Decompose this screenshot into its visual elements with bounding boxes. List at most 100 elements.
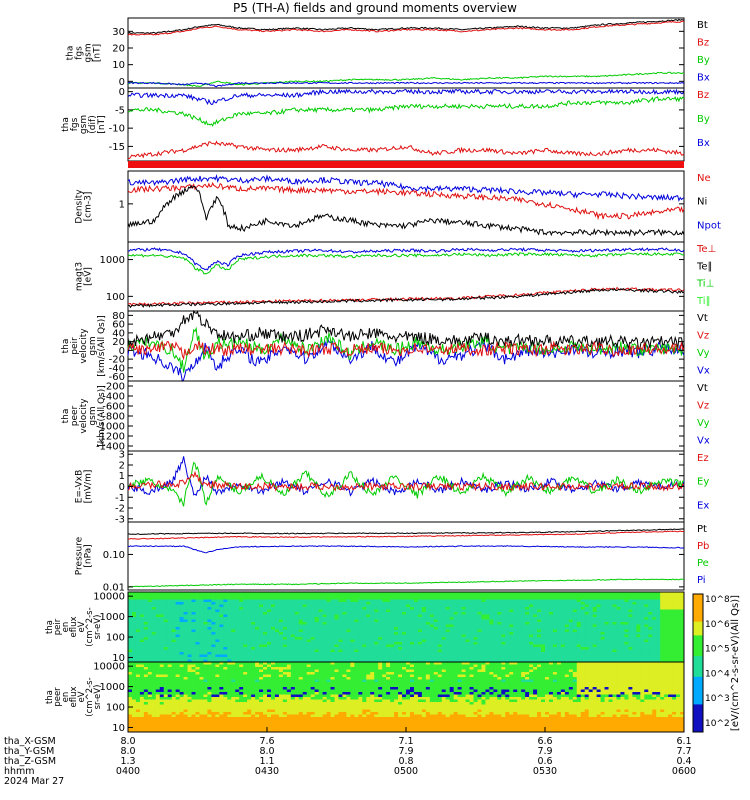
heat-cell bbox=[326, 604, 331, 608]
heat-cell bbox=[580, 639, 586, 643]
heat-cell bbox=[632, 614, 637, 618]
heat-cell bbox=[501, 604, 506, 608]
heat-cell bbox=[171, 677, 177, 680]
heat-cell bbox=[128, 662, 133, 665]
heat-cell bbox=[147, 602, 153, 605]
heat-cell bbox=[171, 714, 177, 718]
heat-cell bbox=[338, 597, 343, 600]
heat-cell bbox=[223, 699, 228, 703]
heat-cell bbox=[259, 604, 264, 608]
heat-cell bbox=[533, 639, 538, 643]
heat-cell bbox=[612, 607, 617, 610]
legend-Npot: Npot bbox=[697, 220, 721, 231]
heat-cell bbox=[449, 622, 455, 625]
heat-cell bbox=[648, 652, 653, 655]
heat-cell bbox=[219, 704, 224, 708]
heat-cell bbox=[521, 632, 526, 635]
heat-cell bbox=[382, 649, 387, 653]
heat-cell bbox=[680, 619, 685, 623]
heat-cell bbox=[334, 659, 339, 663]
heat-cell bbox=[171, 669, 177, 673]
heat-cell bbox=[421, 659, 427, 663]
heat-cell bbox=[588, 657, 594, 660]
heat-cell bbox=[640, 609, 645, 613]
heat-cell bbox=[219, 724, 224, 728]
heat-cell bbox=[247, 667, 252, 670]
heat-cell bbox=[390, 614, 395, 618]
heat-cell bbox=[580, 607, 586, 610]
heat-cell bbox=[469, 632, 474, 635]
heat-cell bbox=[390, 627, 395, 630]
ytick-label: -5 bbox=[115, 105, 125, 116]
heat-cell bbox=[417, 602, 423, 605]
heat-cell bbox=[398, 657, 403, 660]
heat-cell bbox=[183, 602, 188, 605]
heat-cell bbox=[191, 617, 196, 620]
heat-cell bbox=[139, 647, 145, 650]
heat-cell bbox=[215, 699, 220, 703]
heat-cell bbox=[207, 624, 212, 628]
heat-cell bbox=[235, 717, 240, 720]
heat-cell bbox=[227, 714, 232, 718]
heat-cell bbox=[640, 619, 645, 623]
heat-cell bbox=[175, 624, 181, 628]
heat-cell bbox=[358, 647, 363, 650]
heat-cell bbox=[469, 634, 474, 638]
heat-cell bbox=[163, 644, 169, 648]
heat-cell bbox=[306, 619, 312, 623]
heat-cell bbox=[648, 614, 653, 618]
heat-cell bbox=[143, 609, 149, 613]
heat-cell bbox=[147, 607, 153, 610]
heat-cell bbox=[267, 634, 272, 638]
heat-cell bbox=[632, 622, 637, 625]
heat-cell bbox=[489, 627, 494, 630]
heat-cell bbox=[274, 594, 280, 598]
heat-cell bbox=[203, 662, 208, 665]
heat-cell bbox=[171, 659, 177, 663]
heat-cell bbox=[135, 599, 141, 603]
heat-cell bbox=[235, 679, 240, 683]
heat-cell bbox=[636, 644, 641, 648]
heat-cell bbox=[449, 609, 455, 613]
heat-cell bbox=[199, 639, 204, 643]
heat-cell bbox=[592, 614, 598, 618]
heat-cell bbox=[445, 637, 451, 640]
heat-cell bbox=[640, 637, 645, 640]
heat-cell bbox=[362, 592, 367, 595]
heat-cell bbox=[668, 639, 673, 643]
heat-cell bbox=[239, 622, 244, 625]
ylabel-line: velocity bbox=[79, 328, 89, 364]
heat-cell bbox=[378, 612, 383, 615]
heat-cell bbox=[199, 714, 204, 718]
heat-cell bbox=[239, 707, 244, 710]
heat-cell bbox=[187, 604, 192, 608]
heat-cell bbox=[493, 649, 498, 653]
heat-cell bbox=[326, 614, 331, 618]
heat-cell bbox=[406, 622, 411, 625]
heat-cell bbox=[231, 592, 236, 595]
heat-cell bbox=[648, 642, 653, 645]
heat-cell bbox=[346, 594, 351, 598]
heat-cell bbox=[648, 617, 653, 620]
heat-cell bbox=[354, 639, 359, 643]
heat-cell bbox=[584, 652, 590, 655]
heat-cell bbox=[449, 632, 455, 635]
legend-Ez: Ez bbox=[697, 453, 709, 464]
heat-cell bbox=[449, 617, 455, 620]
heat-cell bbox=[187, 597, 192, 600]
heat-cell bbox=[537, 604, 542, 608]
heat-cell bbox=[203, 599, 208, 603]
heat-cell bbox=[362, 619, 367, 623]
heat-cell bbox=[680, 659, 685, 663]
heat-cell bbox=[231, 687, 236, 690]
heat-cell bbox=[676, 647, 681, 650]
heat-cell bbox=[131, 609, 137, 613]
heat-cell bbox=[505, 607, 510, 610]
heat-cell bbox=[580, 624, 586, 628]
heat-cell bbox=[255, 604, 260, 608]
heat-cell bbox=[175, 649, 181, 653]
heat-cell bbox=[255, 649, 260, 653]
heat-cell bbox=[151, 689, 157, 693]
heat-cell bbox=[227, 722, 232, 725]
heat-cell bbox=[481, 602, 486, 605]
